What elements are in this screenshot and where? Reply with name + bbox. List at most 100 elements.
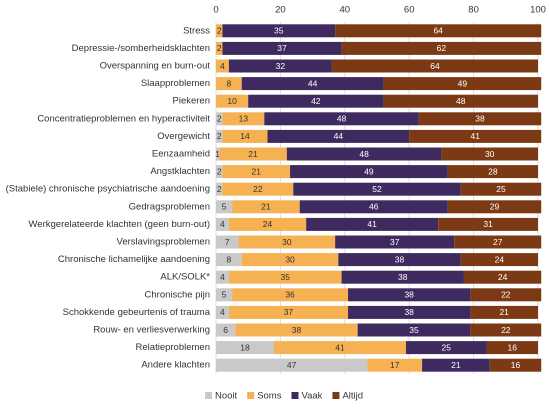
bar-segment [290,165,448,179]
bar-segment [273,341,406,355]
data-label: 21 [261,202,271,212]
bar-segment [348,288,471,302]
y-tick-label: Overspanning en burn-out [100,61,211,72]
bar-segment [222,24,336,38]
bar-segment [489,358,542,372]
bar-segment [216,200,233,214]
bar-segment [248,94,384,108]
bar-segment [216,217,229,231]
y-tick-label: Piekeren [173,96,211,107]
y-tick-label: Eenzaamheid [152,149,210,160]
bar-segment [216,129,223,143]
y-tick-label: Stress [183,25,210,36]
legend-label: Vaak [301,391,322,402]
bar-segment [216,41,223,55]
bar-segment [216,235,239,249]
bar-segment [348,305,471,319]
bar-segment [267,129,410,143]
data-label: 30 [485,149,495,159]
data-label: 35 [409,325,419,335]
bar-segment [235,323,358,337]
x-tick-label: 40 [340,5,351,16]
bar-segment [219,147,287,161]
data-label: 64 [430,61,440,71]
bar-segment [216,341,274,355]
data-label: 52 [372,184,382,194]
data-label: 18 [240,342,250,352]
legend-swatch [291,392,299,399]
data-label: 46 [369,202,379,212]
bar-segment [335,24,542,38]
x-tick-label: 0 [213,5,218,16]
y-tick-label: Andere klachten [141,360,210,371]
legend-label: Nooit [215,391,238,402]
bar-segment [228,59,332,73]
y-tick-label: Verslavingsproblemen [117,237,210,248]
data-label: 25 [496,184,506,194]
y-tick-label: Relatieproblemen [136,342,210,353]
data-label: 30 [285,254,295,264]
bar-segment [306,217,439,231]
bar-segment [447,200,542,214]
data-label: 35 [280,272,290,282]
bar-segment [460,253,538,267]
data-label: 2 [217,184,222,194]
y-tick-label: Angstklachten [150,166,210,177]
bar-segment [216,323,236,337]
bar-segment [470,288,542,302]
data-label: 21 [451,360,461,370]
data-label: 21 [248,149,258,159]
bar-segment [335,235,455,249]
bar-segment [341,270,464,284]
legend-swatch [205,392,212,399]
bar-segment [463,270,542,284]
legend-swatch [247,392,255,399]
data-label: 31 [483,219,493,229]
data-label: 21 [252,166,262,176]
data-label: 44 [308,78,318,88]
bar-segment [441,147,538,161]
bar-segment [216,147,220,161]
data-label: 5 [222,290,227,300]
data-label: 38 [404,307,414,317]
x-tick-label: 100 [530,5,546,16]
data-label: 2 [217,131,222,141]
data-label: 27 [493,237,503,247]
bar-segment [241,77,384,91]
bar-segment [341,41,542,55]
data-label: 49 [364,166,374,176]
data-label: 44 [334,131,344,141]
data-label: 30 [282,237,292,247]
data-label: 2 [217,43,222,53]
bar-segment [216,165,223,179]
data-label: 37 [390,237,400,247]
bar-segment [299,200,448,214]
data-label: 16 [508,342,518,352]
data-label: 38 [398,272,408,282]
y-tick-label: Gedragsproblemen [129,201,210,212]
data-label: 41 [335,342,345,352]
data-label: 6 [223,325,228,335]
bar-segment [216,182,223,196]
bar-segment [331,59,538,73]
data-label: 22 [501,325,511,335]
data-label: 29 [490,202,500,212]
data-label: 48 [337,114,347,124]
bar-segment [367,358,423,372]
bar-segment [232,200,300,214]
bar-segment [222,182,294,196]
data-label: 37 [277,43,287,53]
bar-segment [293,182,461,196]
bar-segment [216,59,229,73]
bar-segment [216,358,368,372]
data-label: 38 [404,290,414,300]
data-label: 28 [488,166,498,176]
bar-segment [422,358,490,372]
bar-segment [216,77,242,91]
data-label: 22 [501,290,511,300]
bar-segment [405,341,487,355]
bar-segment [228,270,342,284]
data-label: 64 [433,26,443,36]
data-label: 24 [263,219,273,229]
